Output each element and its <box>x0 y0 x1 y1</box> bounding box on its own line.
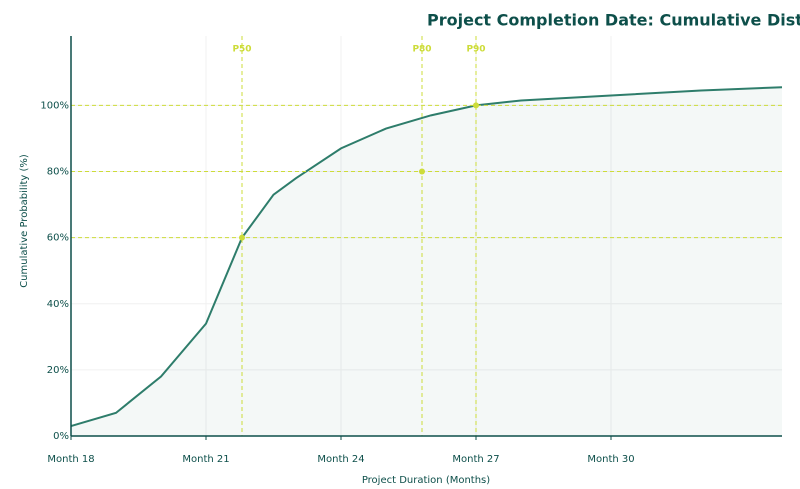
x-tick-label: Month 21 <box>182 454 229 465</box>
marker-point <box>419 168 425 175</box>
y-tick-label: 60% <box>47 233 69 244</box>
area <box>71 87 782 436</box>
x-tick-label: Month 18 <box>47 454 94 465</box>
line <box>70 86 783 428</box>
chart-title: Project Completion Date: Cumulative Dist <box>427 11 800 30</box>
y-axis-label: Cumulative Probability (%) <box>19 154 30 288</box>
x-tick-label: Month 24 <box>317 454 364 465</box>
y-tick-label: 100% <box>40 100 69 111</box>
marker-point <box>239 234 245 241</box>
y-tick-label: 20% <box>47 365 69 376</box>
marker-point <box>473 102 479 109</box>
marker-label: P80 <box>412 45 431 55</box>
x-axis-label: Project Duration (Months) <box>362 475 490 486</box>
y-tick-label: 0% <box>53 431 69 442</box>
marker-label: P50 <box>232 45 251 55</box>
x-tick-label: Month 27 <box>452 454 499 465</box>
y-tick-label: 80% <box>47 167 69 178</box>
marker-label: P90 <box>466 45 485 55</box>
x-tick-label: Month 30 <box>587 454 634 465</box>
y-tick-label: 40% <box>47 299 69 310</box>
